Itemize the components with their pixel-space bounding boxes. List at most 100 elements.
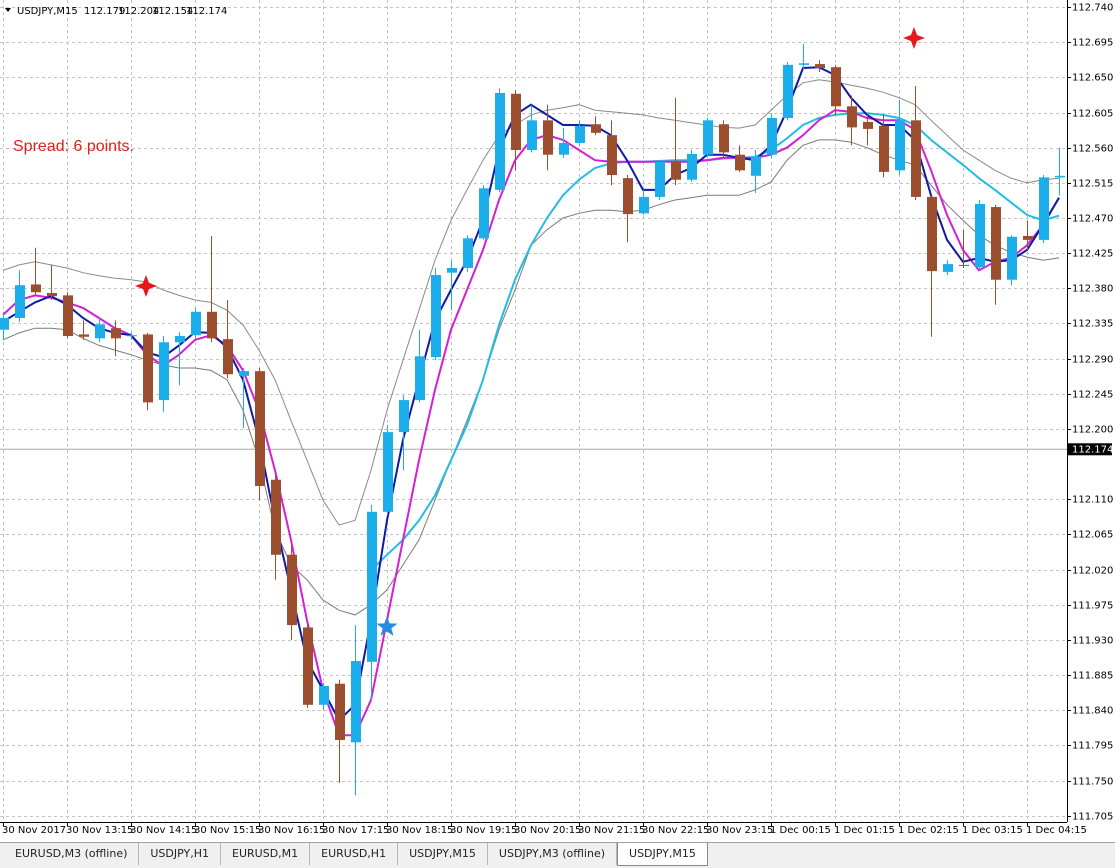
chart-tab[interactable]: USDJPY,M3 (offline)	[488, 843, 618, 865]
candle-body	[287, 554, 297, 626]
chart: USDJPY,M15 112.179 112.204 112.154 112.1…	[0, 0, 1115, 842]
candle-body	[607, 135, 617, 176]
x-tick-label: 30 Nov 17:15	[322, 825, 389, 836]
candle-body	[575, 125, 585, 143]
x-tick-label: 30 Nov 2017	[2, 825, 66, 836]
x-tick-label: 30 Nov 15:15	[194, 825, 261, 836]
chart-tab[interactable]: EURUSD,M1	[221, 843, 311, 865]
candle-body	[79, 334, 89, 337]
chart-tab[interactable]: EURUSD,H1	[310, 843, 399, 865]
candle-body	[1039, 177, 1049, 240]
x-tick-label: 30 Nov 22:15	[642, 825, 709, 836]
y-tick-label: 112.245	[1072, 390, 1113, 401]
candle-body	[463, 238, 473, 269]
candle-body	[399, 400, 409, 433]
x-tick-label: 30 Nov 16:15	[258, 825, 325, 836]
candle-body	[95, 324, 105, 339]
candle-body	[1055, 175, 1065, 178]
y-tick-label: 112.695	[1072, 38, 1113, 49]
chart-tab[interactable]: USDJPY,H1	[139, 843, 222, 865]
y-tick-label: 111.975	[1072, 601, 1113, 612]
chart-tab[interactable]: USDJPY,M15	[617, 843, 708, 866]
candle-body	[335, 683, 345, 740]
candle-body	[863, 121, 873, 129]
x-tick-label: 1 Dec 02:15	[898, 825, 959, 836]
candle-body	[111, 328, 121, 339]
candle-body	[223, 339, 233, 375]
x-tick-label: 30 Nov 14:15	[130, 825, 197, 836]
y-tick-label: 111.840	[1072, 706, 1113, 717]
tab-bar: EURUSD,M3 (offline) USDJPY,H1 EURUSD,M1 EUR…	[0, 842, 1115, 868]
y-tick-label: 112.470	[1072, 214, 1113, 225]
candle-body	[15, 285, 25, 319]
candle-body	[639, 196, 649, 214]
y-tick-label: 111.705	[1072, 812, 1113, 823]
spread-label: Spread: 6 points.	[13, 138, 134, 155]
header-high: 112.204	[118, 6, 159, 17]
candles	[0, 43, 1065, 796]
candle-body	[0, 318, 9, 330]
candle-body	[383, 432, 393, 512]
candle-body	[175, 335, 185, 343]
x-tick-label: 30 Nov 19:15	[450, 825, 517, 836]
candle-body	[559, 142, 569, 155]
y-tick-label: 111.750	[1072, 777, 1113, 788]
candle-body	[415, 356, 425, 401]
y-tick-label: 112.605	[1072, 109, 1113, 120]
candle-body	[159, 342, 169, 401]
grid	[0, 0, 1067, 822]
header-close: 112.174	[186, 6, 227, 17]
candle-body	[479, 188, 489, 239]
candle-body	[831, 67, 841, 107]
candle-body	[447, 268, 457, 273]
y-tick-label: 111.885	[1072, 671, 1113, 682]
candle-body	[623, 178, 633, 215]
candle-body	[351, 661, 361, 743]
candle-body	[495, 92, 505, 190]
candle-body	[239, 371, 249, 376]
y-tick-label: 112.515	[1072, 179, 1113, 190]
y-tick-label: 112.065	[1072, 530, 1113, 541]
chart-tab[interactable]: EURUSD,M3 (offline)	[4, 843, 140, 865]
candle-body	[207, 311, 217, 339]
last-price-label: 112.174	[1072, 444, 1113, 455]
candle-body	[1023, 235, 1033, 240]
candle-body	[895, 120, 905, 171]
candle-body	[191, 311, 201, 336]
y-tick-label: 112.560	[1072, 144, 1113, 155]
x-tick-label: 30 Nov 18:15	[386, 825, 453, 836]
candle-body	[767, 117, 777, 155]
y-tick-label: 112.425	[1072, 249, 1113, 260]
candle-body	[735, 154, 745, 171]
y-tick-label: 112.110	[1072, 495, 1113, 506]
x-tick-label: 30 Nov 13:15	[66, 825, 133, 836]
candle-body	[815, 64, 825, 68]
candle-body	[47, 293, 57, 297]
candle-body	[431, 275, 441, 358]
sell-signal	[903, 27, 925, 49]
candle-body	[1007, 236, 1017, 280]
y-tick-label: 112.290	[1072, 355, 1113, 366]
chart-tab[interactable]: USDJPY,M15	[398, 843, 488, 865]
candle-body	[959, 264, 969, 266]
candle-body	[799, 63, 809, 65]
buy-signal	[376, 616, 398, 636]
y-tick-label: 111.795	[1072, 741, 1113, 752]
sell-signal	[135, 275, 157, 297]
candle-body	[927, 196, 937, 272]
candle-body	[783, 64, 793, 118]
header-arrow[interactable]	[5, 8, 11, 12]
candle-body	[671, 161, 681, 180]
y-tick-label: 112.020	[1072, 566, 1113, 577]
candle-body	[511, 93, 521, 151]
candle-body	[751, 156, 761, 176]
x-tick-label: 30 Nov 20:15	[514, 825, 581, 836]
y-tick-label: 111.930	[1072, 636, 1113, 647]
candle-body	[703, 120, 713, 155]
background	[0, 0, 1115, 842]
y-tick-label: 112.740	[1072, 3, 1113, 14]
candle-body	[127, 335, 137, 337]
candle-body	[255, 371, 265, 487]
x-tick-label: 30 Nov 21:15	[578, 825, 645, 836]
candle-body	[879, 125, 889, 172]
